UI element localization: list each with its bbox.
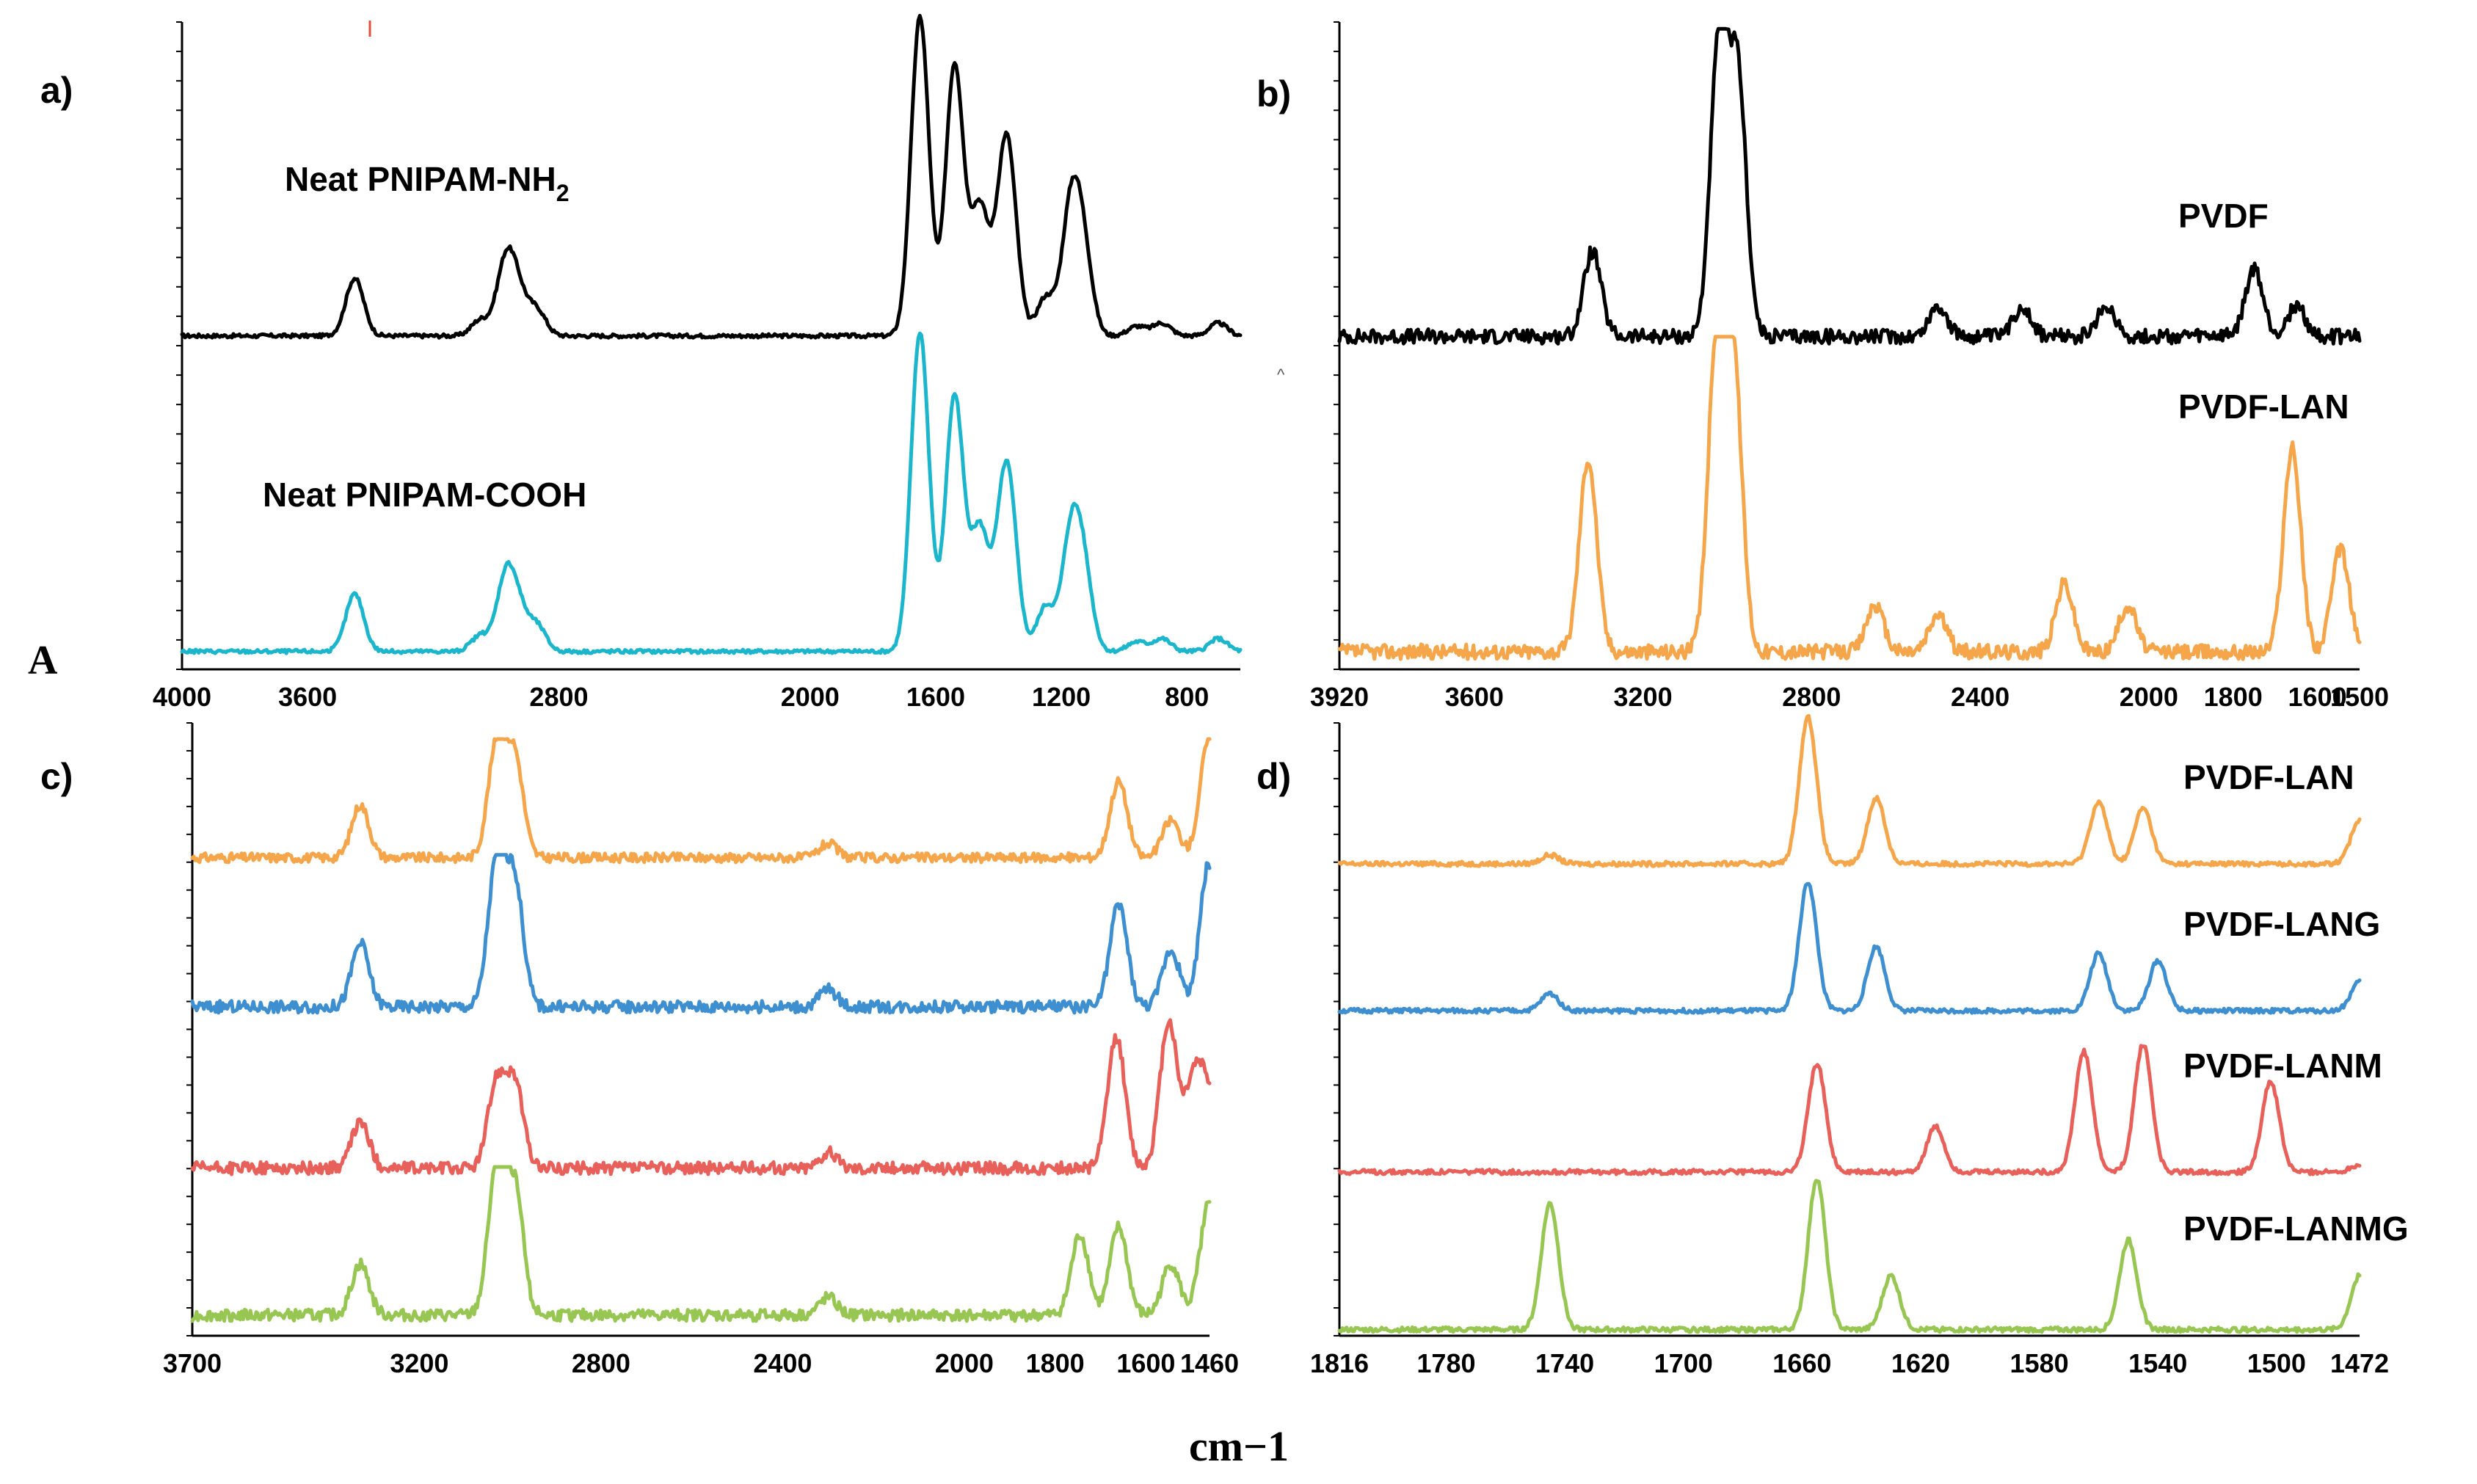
panel-a-series-nh2 xyxy=(180,13,1243,340)
panel-a-xtick-label: 1200 xyxy=(1032,682,1091,712)
panel-b-series-pvdf xyxy=(1337,26,2362,346)
panel-a-xtick-label: 2000 xyxy=(781,682,840,712)
panel-c-xtick-label: 3700 xyxy=(163,1348,222,1378)
x-axis-label: cm−1 xyxy=(1189,1422,1289,1470)
panel-c-ytick-group xyxy=(186,722,192,1336)
panel-b-xtick-label: 1600 xyxy=(2288,682,2347,712)
panel-d-xtick-label: 1620 xyxy=(1891,1348,1950,1378)
small-caret-mark: ^ xyxy=(1277,365,1285,384)
panel-c-axes xyxy=(191,723,1210,1337)
panel-d-series-pvdf-lanmg xyxy=(1337,1179,2362,1334)
panel-b-label-pvdf-lan: PVDF-LAN xyxy=(2178,388,2349,426)
panel-d-series-pvdf-lanm xyxy=(1337,1044,2362,1176)
panel-d-label-pvdf-lanmg: PVDF-LANMG xyxy=(2183,1210,2409,1248)
panel-c-xtick-label: 3200 xyxy=(390,1348,448,1378)
panel-a-letter: a) xyxy=(40,70,73,111)
panel-d-label-pvdf-lan: PVDF-LAN xyxy=(2183,758,2354,796)
panel-d-xtick-label: 1472 xyxy=(2330,1348,2389,1378)
panel-b-xtick-label: 2800 xyxy=(1782,682,1841,712)
panel-b-xtick-label: 2000 xyxy=(2120,682,2178,712)
panel-d-xtick-label: 1816 xyxy=(1310,1348,1369,1378)
panel-c-xtick-label: 1800 xyxy=(1026,1348,1085,1378)
panel-a-xtick-label: 1600 xyxy=(906,682,965,712)
panel-c-series-pvdf-lanm xyxy=(190,1018,1212,1176)
panel-b-axes xyxy=(1338,22,2360,671)
panel-d-xtick-label: 1540 xyxy=(2128,1348,2187,1378)
panel-d-label-pvdf-lanm: PVDF-LANM xyxy=(2183,1047,2382,1085)
panel-b-xtick-label: 1800 xyxy=(2204,682,2263,712)
panel-c-xtick-label: 2400 xyxy=(753,1348,812,1378)
panel-d-letter: d) xyxy=(1256,756,1291,797)
panel-d-series-pvdf-lan xyxy=(1337,713,2362,868)
panel-c-series-pvdf-lan xyxy=(190,737,1212,865)
panel-a-label-cooh: Neat PNIPAM-COOH xyxy=(263,476,586,514)
panel-b-xtick-label: 3920 xyxy=(1310,682,1369,712)
panel-a-label-nh2: Neat PNIPAM-NH2 xyxy=(285,160,570,206)
panel-d-xtick-label: 1660 xyxy=(1772,1348,1831,1378)
panel-d-xtick-label: 1700 xyxy=(1654,1348,1713,1378)
panel-c-series-pvdf-lanmg xyxy=(190,1165,1212,1323)
panel-b-xtick-label: 3600 xyxy=(1445,682,1504,712)
panel-d-tick-group: 1816 1780 1740 1700 1660 1620 1580 1540 1500 1472 xyxy=(1310,1348,2389,1378)
panel-b-xtick-label: 2400 xyxy=(1951,682,2009,712)
panel-a-xtick-label: 2800 xyxy=(529,682,588,712)
panel-b-ytick-group xyxy=(1334,21,1339,670)
panel-c-xtick-label: 2000 xyxy=(935,1348,994,1378)
panel-d-label-pvdf-lang: PVDF-LANG xyxy=(2183,905,2380,943)
panel-a-tick-group: 4000 3600 2800 2000 1600 1200 800 xyxy=(153,682,1209,712)
panel-b-xtick-label: 1500 xyxy=(2330,682,2389,712)
panel-c-letter: c) xyxy=(40,756,73,797)
panel-a-xtick-label: 3600 xyxy=(278,682,337,712)
panel-b-series-pvdf-lan xyxy=(1337,335,2362,661)
panel-a-label-nh2-sub: 2 xyxy=(556,180,570,206)
panel-a-axes xyxy=(181,22,1240,671)
panel-d-series-pvdf-lang xyxy=(1337,881,2362,1015)
panel-a-ytick-group xyxy=(176,21,182,670)
panel-d-xtick-label: 1740 xyxy=(1535,1348,1594,1378)
panel-c-xtick-label: 1460 xyxy=(1180,1348,1239,1378)
panel-c-xtick-label: 1600 xyxy=(1116,1348,1175,1378)
panel-b-xtick-label: 3200 xyxy=(1614,682,1673,712)
stray-a-mark: A xyxy=(28,638,58,683)
panel-c-series-pvdf-lang xyxy=(190,853,1212,1015)
panel-d-ytick-group xyxy=(1334,722,1339,1336)
panel-a-xtick-label: 4000 xyxy=(153,682,211,712)
panel-a-series-cooh xyxy=(180,331,1243,655)
panel-d-xtick-label: 1500 xyxy=(2247,1348,2306,1378)
panel-d-xtick-label: 1780 xyxy=(1416,1348,1475,1378)
panel-a-label-nh2-main: Neat PNIPAM-NH xyxy=(285,160,556,198)
panel-a-xtick-label: 800 xyxy=(1165,682,1209,712)
panel-b-label-pvdf: PVDF xyxy=(2178,197,2269,235)
panel-c-xtick-label: 2800 xyxy=(572,1348,630,1378)
panel-b-letter: b) xyxy=(1256,73,1291,114)
panel-c-tick-group: 3700 3200 2800 2400 2000 1800 1600 1460 xyxy=(163,1348,1239,1378)
panel-d-xtick-label: 1580 xyxy=(2010,1348,2069,1378)
